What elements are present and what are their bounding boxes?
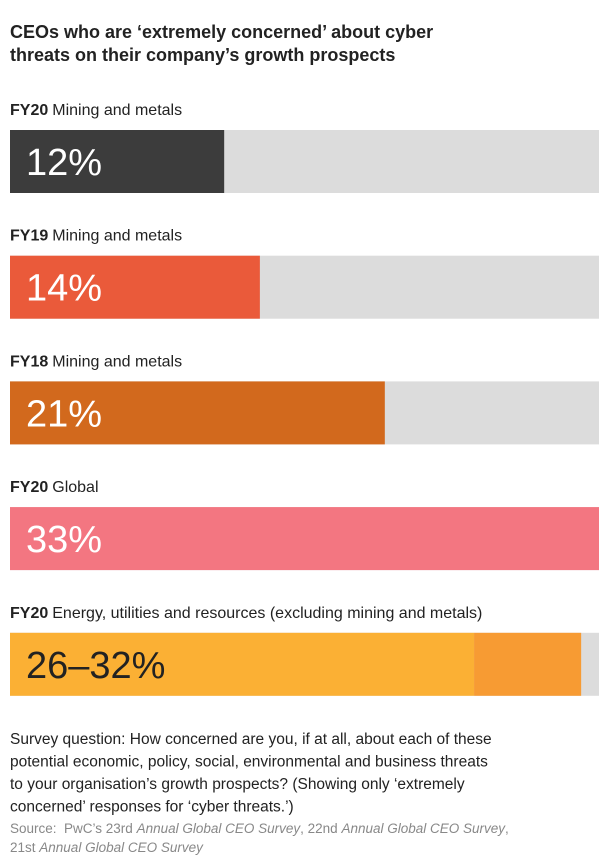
category-prefix: FY20	[10, 605, 48, 622]
chart-title: CEOs who are ‘extremely concerned’ about…	[10, 22, 433, 42]
source-part: , 22nd	[300, 821, 341, 836]
category-prefix: FY20	[10, 479, 48, 496]
category-label: FY19 Mining and metals	[10, 228, 182, 245]
bar	[10, 632, 475, 696]
value-label: 21%	[26, 393, 102, 435]
bar-range	[474, 632, 582, 696]
note: potential economic, policy, social, envi…	[10, 754, 488, 771]
source: 21st Annual Global CEO Survey	[10, 840, 204, 855]
note: to your organisation’s growth prospects?…	[10, 776, 465, 793]
category-name: Global	[52, 479, 98, 496]
category-prefix: FY20	[10, 102, 48, 119]
source-part: Annual Global CEO Survey	[38, 840, 204, 855]
chart-title: threats on their company’s growth prospe…	[10, 45, 395, 65]
category-label: FY18 Mining and metals	[10, 353, 182, 370]
bar	[10, 255, 260, 319]
category-name: Mining and metals	[52, 228, 182, 245]
source-part: 21st	[10, 840, 39, 855]
value-label: 33%	[26, 519, 102, 561]
category-prefix: FY19	[10, 228, 48, 245]
value-label: 26–32%	[26, 645, 165, 687]
source-part: ,	[505, 821, 509, 836]
source-part: Annual Global CEO Survey	[340, 821, 506, 836]
bar	[10, 507, 599, 571]
category-label: FY20 Global	[10, 479, 99, 496]
value-label: 12%	[26, 142, 102, 184]
category-name: Mining and metals	[52, 353, 182, 370]
category-name: Mining and metals	[52, 102, 182, 119]
bar	[10, 130, 225, 193]
category-name: Energy, utilities and resources (excludi…	[52, 605, 482, 622]
source-part: Annual Global CEO Survey	[136, 821, 302, 836]
category-label: FY20 Mining and metals	[10, 102, 182, 119]
note: Survey question: How concerned are you, …	[10, 731, 492, 748]
bar	[10, 381, 385, 445]
note: concerned’ responses for ‘cyber threats.…	[10, 799, 294, 816]
source-part: Source: PwC’s 23rd	[10, 821, 137, 836]
category-prefix: FY18	[10, 353, 48, 370]
category-label: FY20 Energy, utilities and resources (exc…	[10, 605, 482, 622]
source: Source: PwC’s 23rd Annual Global CEO Sur…	[10, 821, 509, 836]
value-label: 14%	[26, 268, 102, 310]
